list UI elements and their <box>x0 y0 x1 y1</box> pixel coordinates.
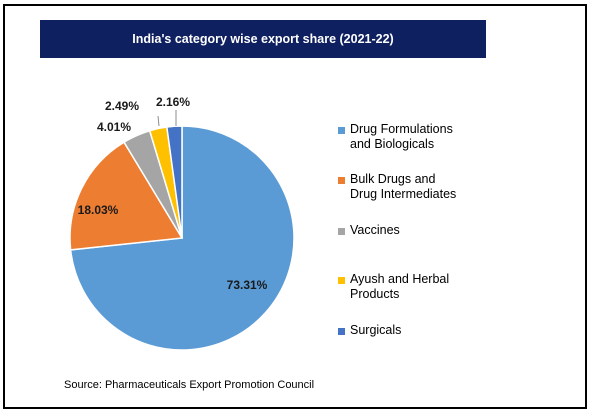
legend-item-ayush-herbal: Ayush and Herbal Products <box>338 272 449 302</box>
legend-label: Drug Formulations and Biologicals <box>350 122 453 151</box>
data-label-surgicals: 2.16% <box>156 95 190 109</box>
source-note: Source: Pharmaceuticals Export Promotion… <box>64 379 315 391</box>
pie-slice-surgicals <box>166 125 183 239</box>
chart-title: India's category wise export share (2021… <box>40 20 486 58</box>
legend-swatch <box>338 277 345 284</box>
pie-slice-bulk-drugs-and-drug-intermediates <box>69 141 184 251</box>
legend-label: Surgicals <box>350 323 402 337</box>
legend-item-bulk-drugs: Bulk Drugs and Drug Intermediates <box>338 172 456 202</box>
legend-label: Vaccines <box>350 223 400 237</box>
legend-swatch <box>338 177 345 184</box>
legend-swatch <box>338 127 345 134</box>
legend-item-vaccines: Vaccines <box>338 223 400 238</box>
chart-title-text: India's category wise export share (2021… <box>132 32 394 46</box>
data-label-drug-formulations-and-biologicals: 73.31% <box>227 278 268 292</box>
data-label-ayush-and-herbal-products: 2.49% <box>105 99 139 113</box>
data-label-bulk-drugs-and-drug-intermediates: 18.03% <box>78 203 119 217</box>
legend-item-drug-formulations: Drug Formulations and Biologicals <box>338 122 453 152</box>
legend-swatch <box>338 328 345 335</box>
legend-label: Bulk Drugs and Drug Intermediates <box>350 172 457 201</box>
leader-line <box>157 115 160 127</box>
legend-label: Ayush and Herbal Products <box>350 272 450 301</box>
legend-item-surgicals: Surgicals <box>338 323 401 338</box>
data-label-vaccines: 4.01% <box>97 120 131 134</box>
legend-swatch <box>338 228 345 235</box>
